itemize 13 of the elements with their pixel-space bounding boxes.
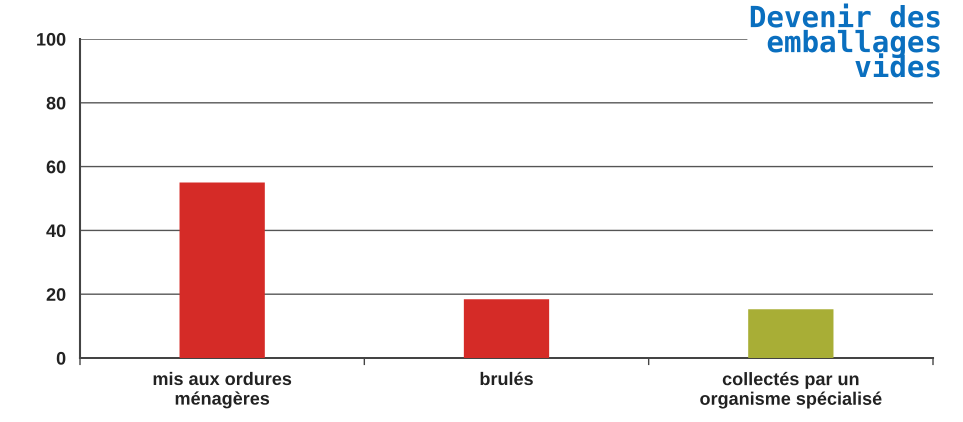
y-tick-label: 80: [46, 96, 66, 110]
y-tick-label: 40: [46, 224, 66, 238]
x-tick-label: collectés par un organisme spécialisé: [700, 372, 882, 409]
y-tick-label: 60: [46, 160, 66, 174]
bar: [180, 182, 265, 358]
bar: [748, 309, 834, 358]
bar: [464, 299, 550, 358]
y-tick-label: 0: [56, 352, 66, 365]
chart-title: Devenir des emballages vides: [750, 3, 940, 78]
y-tick-label: 100: [37, 32, 66, 46]
y-tick-label: 20: [46, 288, 66, 301]
x-tick-label: brulés: [480, 372, 533, 386]
x-tick-label: mis aux ordures ménagères: [154, 372, 292, 408]
